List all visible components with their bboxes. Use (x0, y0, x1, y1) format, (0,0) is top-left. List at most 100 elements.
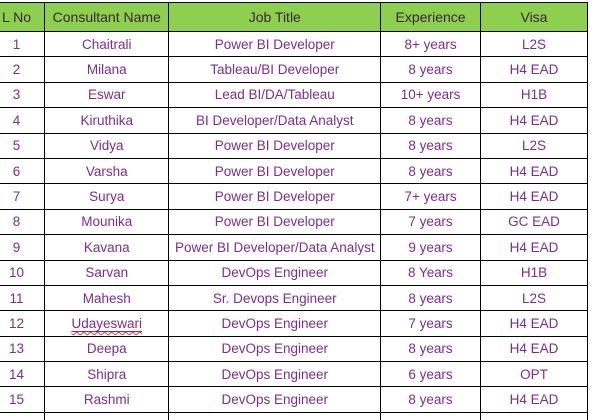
cell-name[interactable]: Kiruthika (44, 107, 170, 134)
cell-no[interactable]: 7 (0, 183, 46, 210)
table-row: 1 Chaitrali Power BI Developer 8+ years L2S (0, 30, 589, 58)
cell-job[interactable]: DevOps Engineer (168, 259, 382, 286)
cell-visa[interactable]: L2S (479, 132, 589, 159)
cell-job[interactable] (168, 411, 382, 420)
cell-job[interactable]: Power BI Developer (168, 208, 382, 236)
cell-name[interactable]: Chaitrali (44, 30, 170, 58)
cell-name[interactable]: Varsha (44, 157, 170, 185)
cell-visa[interactable]: H4 EAD (479, 157, 589, 185)
cell-experience[interactable]: 7 years (380, 310, 481, 337)
cell-no[interactable]: 14 (0, 361, 46, 388)
cell-name[interactable]: Udayeswari (44, 310, 170, 337)
cell-job[interactable]: Tableau/BI Developer (168, 56, 382, 83)
cell-no[interactable]: 10 (0, 259, 46, 286)
cell-visa[interactable]: GC EAD (479, 208, 589, 236)
cell-visa[interactable]: L2S (479, 284, 589, 312)
column-header-visa[interactable]: Visa (479, 2, 589, 32)
column-header-experience[interactable]: Experience (380, 2, 481, 32)
cell-name[interactable]: Surya (44, 183, 170, 210)
cell-no[interactable]: 6 (0, 157, 46, 185)
cell-no[interactable]: 13 (0, 335, 46, 363)
cell-no[interactable] (0, 411, 46, 420)
cell-no[interactable]: 15 (0, 386, 46, 413)
header-row: L No Consultant Name Job Title Experienc… (0, 2, 589, 32)
cell-name[interactable]: Mounika (44, 208, 170, 236)
cell-name[interactable]: Eswar (44, 81, 170, 109)
cell-no[interactable]: 9 (0, 234, 46, 261)
cell-visa[interactable]: H4 EAD (479, 183, 589, 210)
cell-experience[interactable]: 8 years (380, 157, 481, 185)
cell-visa[interactable]: H4 EAD (479, 310, 589, 337)
cell-experience[interactable]: 8 years (380, 284, 481, 312)
table-row: 3 Eswar Lead BI/DA/Tableau 10+ years H1B (0, 81, 589, 109)
cell-experience[interactable]: 8+ years (380, 30, 481, 58)
cell-name[interactable]: Sarvan (44, 259, 170, 286)
table-row: 10 Sarvan DevOps Engineer 8 Years H1B (0, 259, 589, 286)
cell-name[interactable] (44, 411, 170, 420)
cell-experience[interactable]: 8 years (380, 56, 481, 83)
cell-name[interactable]: Shipra (44, 361, 170, 388)
cell-job[interactable]: DevOps Engineer (168, 361, 382, 388)
cell-name[interactable]: Vidya (44, 132, 170, 159)
cell-no[interactable]: 11 (0, 284, 46, 312)
cell-visa[interactable] (479, 411, 589, 420)
cell-visa[interactable]: H1B (479, 81, 589, 109)
cell-no[interactable]: 4 (0, 107, 46, 134)
cell-job[interactable]: DevOps Engineer (168, 386, 382, 413)
cell-visa[interactable]: H4 EAD (479, 234, 589, 261)
cell-experience[interactable]: 6 years (380, 361, 481, 388)
cell-visa[interactable]: H4 EAD (479, 335, 589, 363)
cell-job[interactable]: Power BI Developer (168, 183, 382, 210)
cell-name[interactable]: Milana (44, 56, 170, 83)
table-row: 14 Shipra DevOps Engineer 6 years OPT (0, 361, 589, 388)
cell-no[interactable]: 5 (0, 132, 46, 159)
cell-experience[interactable]: 8 Years (380, 259, 481, 286)
cell-experience[interactable]: 9 years (380, 234, 481, 261)
cell-no[interactable]: 12 (0, 310, 46, 337)
cell-experience[interactable] (380, 411, 481, 420)
cell-name[interactable]: Rashmi (44, 386, 170, 413)
table-row: 2 Milana Tableau/BI Developer 8 years H4 EAD (0, 56, 589, 83)
table-row: 8 Mounika Power BI Developer 7 years GC EAD (0, 208, 589, 236)
column-header-sl-no[interactable]: L No (0, 2, 46, 32)
cell-name[interactable]: Deepa (44, 335, 170, 363)
cell-visa[interactable]: L2S (479, 30, 589, 58)
cell-job[interactable]: Sr. Devops Engineer (168, 284, 382, 312)
cell-no[interactable]: 1 (0, 30, 46, 58)
cell-job[interactable]: DevOps Engineer (168, 335, 382, 363)
cell-job[interactable]: Power BI Developer (168, 30, 382, 58)
cell-experience[interactable]: 8 years (380, 386, 481, 413)
cell-no[interactable]: 8 (0, 208, 46, 236)
table-row-partial (0, 411, 589, 420)
cell-name[interactable]: Kavana (44, 234, 170, 261)
table-row: 4 Kiruthika BI Developer/Data Analyst 8 yea… (0, 107, 589, 134)
cell-job[interactable]: DevOps Engineer (168, 310, 382, 337)
cell-no[interactable]: 2 (0, 56, 46, 83)
cell-experience[interactable]: 8 years (380, 132, 481, 159)
cell-job[interactable]: Power BI Developer (168, 132, 382, 159)
cell-name[interactable]: Mahesh (44, 284, 170, 312)
cell-visa[interactable]: H4 EAD (479, 386, 589, 413)
cell-visa[interactable]: H1B (479, 259, 589, 286)
consultants-table: L No Consultant Name Job Title Experienc… (0, 2, 589, 420)
cell-experience[interactable]: 8 years (380, 335, 481, 363)
cell-visa[interactable]: H4 EAD (479, 56, 589, 83)
cell-job[interactable]: Power BI Developer/Data Analyst (168, 234, 382, 261)
cell-no[interactable]: 3 (0, 81, 46, 109)
cell-visa[interactable]: H4 EAD (479, 107, 589, 134)
cell-experience[interactable]: 7+ years (380, 183, 481, 210)
cell-experience[interactable]: 10+ years (380, 81, 481, 109)
column-header-name[interactable]: Consultant Name (44, 2, 170, 32)
cell-job[interactable]: Lead BI/DA/Tableau (168, 81, 382, 109)
cell-experience[interactable]: 7 years (380, 208, 481, 236)
column-header-job-title[interactable]: Job Title (168, 2, 382, 32)
table-row: 9 Kavana Power BI Developer/Data Analyst 9 … (0, 234, 589, 261)
misspelled-name: Udayeswari (71, 316, 142, 331)
cell-job[interactable]: Power BI Developer (168, 157, 382, 185)
consultant-name-text: Udayeswari (71, 315, 143, 331)
cell-experience[interactable]: 8 years (380, 107, 481, 134)
table-row: 15 Rashmi DevOps Engineer 8 years H4 EAD (0, 386, 589, 413)
cell-job[interactable]: BI Developer/Data Analyst (168, 107, 382, 134)
cell-visa[interactable]: OPT (479, 361, 589, 388)
